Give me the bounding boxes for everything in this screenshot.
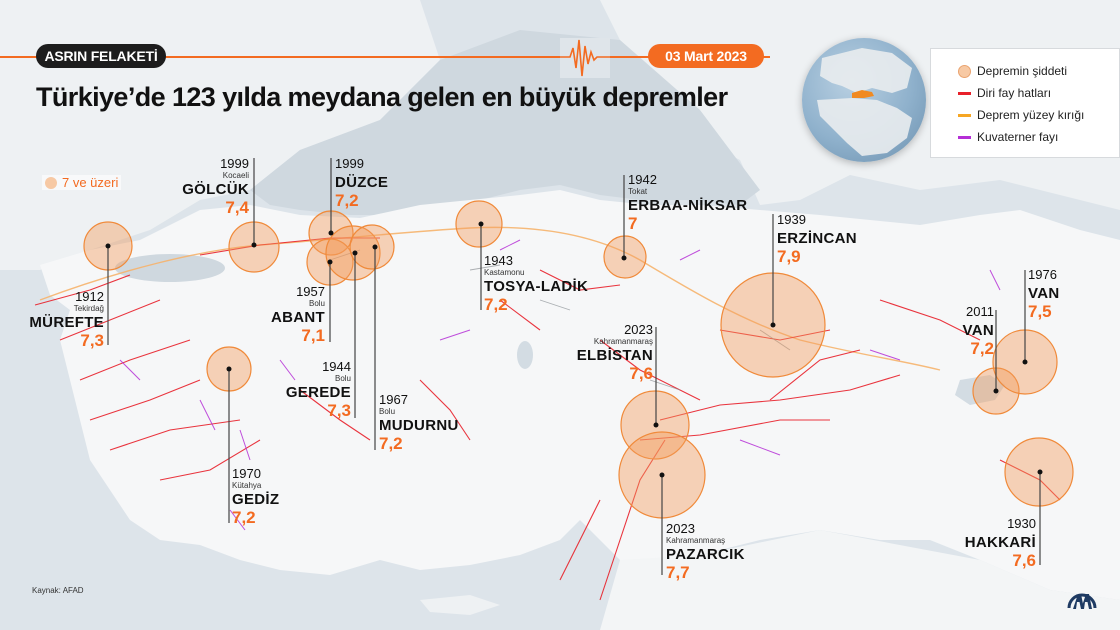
seismograph-icon [560, 38, 610, 78]
threshold-text: 7 ve üzeri [62, 175, 119, 190]
source-credit: Kaynak: AFAD [32, 586, 84, 595]
quake-magnitude: 7,3 [327, 401, 351, 420]
aa-logo-icon [1067, 593, 1097, 609]
quake-name: ABANT [271, 309, 325, 326]
quake-year: 1944 [322, 359, 351, 374]
quake-label-erbaa-niksar: 1942 Tokat ERBAA-NİKSAR 7 [628, 172, 748, 234]
quake-name: VAN [962, 322, 994, 339]
quake-magnitude: 7,6 [1012, 551, 1036, 570]
quake-year: 1957 [296, 284, 325, 299]
legend-item-surface-rupture: Deprem yüzey kırığı [958, 106, 1084, 124]
quake-year: 2023 [666, 521, 695, 536]
quake-label-gerede: 1944 Bolu GEREDE 7,3 [285, 359, 351, 421]
quake-year: 1970 [232, 466, 261, 481]
quake-name: GEREDE [285, 384, 351, 401]
quake-name: VAN [1028, 285, 1060, 302]
legend-item-quaternary-fault: Kuvaterner fayı [958, 128, 1058, 146]
quake-label-golcuk: 1999 Kocaeli GÖLCÜK 7,4 [182, 156, 249, 218]
quake-magnitude: 7,9 [777, 247, 801, 266]
quake-magnitude: 7,2 [970, 339, 994, 358]
quake-name: GÖLCÜK [182, 181, 249, 198]
quake-province: Bolu [308, 299, 325, 308]
page-title: Türkiye’de 123 yılda meydana gelen en bü… [36, 82, 728, 112]
quake-province: Kastamonu [484, 268, 525, 277]
quake-magnitude: 7,1 [301, 326, 325, 345]
quake-name: TOSYA-LADİK [484, 278, 589, 295]
quake-name: DÜZCE [335, 174, 389, 191]
intensity-circle-icon [958, 64, 971, 78]
quake-year: 2011 [966, 304, 994, 319]
legend-item-intensity: Depremin şiddeti [958, 62, 1067, 80]
quake-year: 1912 [75, 289, 104, 304]
orange-line-icon [958, 113, 971, 117]
legend-label: Diri fay hatları [977, 86, 1052, 100]
quake-label-van-2011: 2011 VAN 7,2 [962, 304, 994, 359]
quake-magnitude: 7,5 [1028, 302, 1052, 321]
quake-label-murefte: 1912 Tekirdağ MÜREFTE 7,3 [29, 289, 104, 351]
magnitude-threshold-label: 7 ve üzeri [42, 175, 122, 190]
quake-label-elbistan: 2023 Kahramanmaraş ELBİSTAN 7,6 [576, 322, 653, 384]
quake-label-van-1976: 1976 VAN 7,5 [1028, 267, 1060, 322]
header-rule [0, 56, 770, 58]
quake-magnitude: 7,2 [379, 434, 403, 453]
legend-item-active-fault: Diri fay hatları [958, 84, 1051, 102]
quake-name: ERZİNCAN [777, 230, 857, 247]
quake-province: Kahramanmaraş [666, 536, 726, 545]
quake-province: Tekirdağ [73, 304, 104, 313]
quake-name: MUDURNU [379, 417, 459, 434]
quake-year: 1942 [628, 172, 657, 187]
quake-magnitude: 7,3 [80, 331, 104, 350]
quake-province: Bolu [334, 374, 351, 383]
quake-label-tosya-ladik: 1943 Kastamonu TOSYA-LADİK 7,2 [484, 253, 589, 315]
quake-province: Bolu [379, 407, 396, 416]
quake-name: GEDİZ [232, 491, 280, 508]
quake-province: Kütahya [232, 481, 262, 490]
quake-magnitude: 7,6 [629, 364, 653, 383]
red-line-icon [958, 91, 971, 95]
quake-name: ERBAA-NİKSAR [628, 197, 748, 214]
quake-province: Kocaeli [222, 171, 249, 180]
quake-name: ELBİSTAN [576, 347, 653, 364]
series-badge: ASRIN FELAKETİ [36, 44, 166, 68]
quake-label-abant: 1957 Bolu ABANT 7,1 [271, 284, 325, 346]
circle-icon [45, 176, 57, 189]
quake-label-hakkari: 1930 HAKKARİ 7,6 [964, 516, 1036, 571]
quake-province: Kahramanmaraş [593, 337, 653, 346]
globe-land-icon [817, 48, 912, 156]
quake-year: 1976 [1028, 267, 1057, 282]
quake-year: 2023 [624, 322, 653, 337]
quake-province: Tokat [628, 187, 648, 196]
quake-year: 1930 [1007, 516, 1036, 531]
date-badge: 03 Mart 2023 [648, 44, 764, 68]
quake-label-duzce: 1999 DÜZCE 7,2 [335, 156, 389, 211]
quake-magnitude: 7,2 [335, 191, 359, 210]
quake-magnitude: 7,4 [225, 198, 249, 217]
quake-magnitude: 7 [628, 214, 638, 233]
quake-year: 1939 [777, 212, 806, 227]
quake-year: 1943 [484, 253, 513, 268]
quake-year: 1967 [379, 392, 408, 407]
purple-line-icon [958, 135, 971, 139]
quake-magnitude: 7,7 [666, 563, 690, 582]
quake-label-mudurnu: 1967 Bolu MUDURNU 7,2 [379, 392, 459, 454]
quake-name: MÜREFTE [29, 314, 104, 331]
legend-label: Deprem yüzey kırığı [977, 108, 1085, 122]
quake-year: 1999 [335, 156, 364, 171]
legend-label: Depremin şiddeti [977, 64, 1068, 78]
legend: Depremin şiddeti Diri fay hatları Deprem… [930, 48, 1120, 158]
quake-year: 1999 [220, 156, 249, 171]
globe-locator [802, 38, 926, 162]
legend-label: Kuvaterner fayı [977, 130, 1059, 144]
quake-label-gediz: 1970 Kütahya GEDİZ 7,2 [232, 466, 280, 528]
quake-magnitude: 7,2 [232, 508, 256, 527]
quake-name: PAZARCIK [666, 546, 745, 563]
quake-label-erzincan: 1939 ERZİNCAN 7,9 [777, 212, 857, 267]
quake-label-pazarcik: 2023 Kahramanmaraş PAZARCIK 7,7 [666, 521, 745, 583]
quake-name: HAKKARİ [964, 534, 1036, 551]
quake-magnitude: 7,2 [484, 295, 508, 314]
